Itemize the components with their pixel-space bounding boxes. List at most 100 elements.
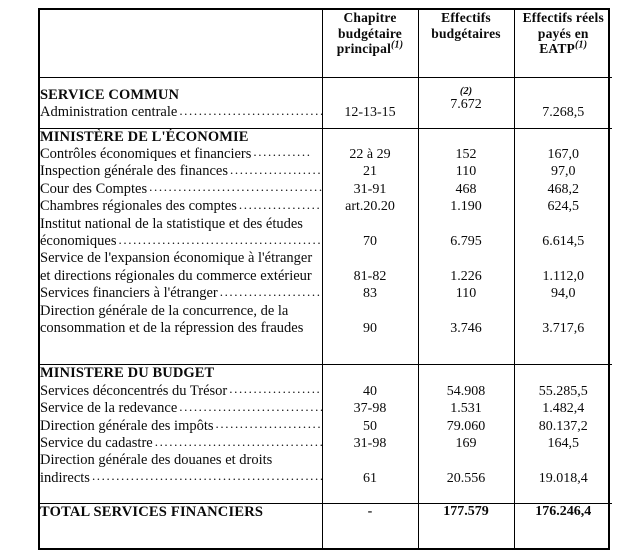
header-chapitre-budgetaire-principal: Chapitre budgétaire principal(1) — [321, 10, 419, 78]
leader-dots: ............ — [253, 144, 312, 160]
row-label-text: et directions régionales du commerce ext… — [40, 267, 312, 284]
row-label-administration-centrale: Administration centrale ................… — [40, 103, 322, 121]
leader-dots: ................. — [238, 196, 322, 212]
spacer-row — [419, 216, 514, 233]
spacer-row — [419, 250, 514, 267]
leader-dots: ........................................… — [91, 468, 322, 484]
spacer-row — [515, 216, 613, 233]
value-chapitre-chambres-regionales: art.20.20 — [345, 199, 395, 215]
value-chapitre-service-redevance: 37-98 — [353, 401, 387, 417]
spacer-row — [419, 302, 514, 319]
leader-dots: ......................... — [215, 416, 322, 432]
value-chapitre-services-deconcentres-tresor: 40 — [363, 383, 377, 399]
value-budgetaires-chambres-regionales: 1.190 — [450, 199, 482, 215]
spacer-row — [323, 302, 418, 319]
value-budgetaires-services-financiers-etranger: 110 — [455, 286, 477, 302]
value-chapitre-cour-des-comptes: 31-91 — [353, 181, 387, 197]
spacer-row — [323, 129, 418, 146]
section-chapitre-ministere-budget: 40 37-98 50 31-98 61 — [321, 364, 419, 504]
value-chapitre-administration-centrale: 12-13-15 — [344, 105, 396, 121]
header-effectifs-reels-eatp: Effectifs réels payés en EATP(1) — [513, 10, 612, 78]
row-label-inspection-generale-finances: Inspection générale des finances .......… — [40, 161, 322, 180]
row-label-services-deconcentres-tresor: Services déconcentrés du Trésor ........… — [40, 381, 322, 400]
row-label-text: Direction générale des impôts — [40, 417, 214, 434]
header-label-column — [40, 10, 323, 78]
value-chapitre-direction-concurrence: 90 — [363, 320, 377, 336]
leader-dots: .................... — [229, 381, 322, 397]
row-label-services-financiers-etranger: Services financiers à l'étranger .......… — [40, 284, 322, 302]
value-chapitre-controles-economiques: 22 à 29 — [349, 146, 391, 162]
value-budgetaires-service-expansion: 1.226 — [450, 268, 482, 284]
value-budgetaires-inspection-generale: 110 — [455, 164, 477, 180]
row-label-controles-economiques: Contrôles économiques et financiers ....… — [40, 144, 322, 163]
header-effectifs-reels-line1: Effectifs réels — [522, 10, 604, 25]
total-chapitre: - — [321, 503, 419, 548]
section-row-ministere-budget: MINISTERE DU BUDGET Services déconcentré… — [40, 364, 613, 504]
row-label-text: Chambres régionales des comptes — [40, 198, 237, 215]
row-label-text: Contrôles économiques et financiers — [40, 145, 252, 162]
value-chapitre-service-expansion: 81-82 — [353, 268, 387, 284]
row-label-text: Administration centrale — [40, 104, 178, 121]
value-reels-direction-douanes: 19.018,4 — [538, 470, 588, 486]
value-reels-services-financiers-etranger: 94,0 — [551, 286, 576, 302]
header-chapitre-text: Chapitre budgétaire principal — [336, 10, 402, 56]
header-effectifs-reels-line2: payés en — [537, 25, 589, 41]
spacer-row — [419, 129, 514, 146]
value-budgetaires-service-redevance: 1.531 — [450, 401, 482, 417]
row-label-text: Services déconcentrés du Trésor — [40, 382, 228, 399]
row-label-text: consommation et de la répression des fra… — [40, 320, 304, 337]
header-effectifs-budgetaires-text: Effectifs budgétaires — [431, 10, 501, 41]
value-reels-administration-centrale: 7.268,5 — [542, 105, 585, 121]
section-labels-service-commun: SERVICE COMMUN Administration centrale .… — [40, 77, 323, 129]
total-label: TOTAL SERVICES FINANCIERS — [40, 503, 323, 548]
value-reels-inspection-generale: 97,0 — [551, 164, 576, 180]
section-budgetaires-service-commun: (2) 7.672 — [417, 77, 515, 129]
spacer-row — [515, 302, 613, 319]
row-label-direction-concurrence-line1: Direction générale de la concurrence, de… — [40, 302, 289, 319]
row-label-cour-des-comptes: Cour des Comptes .......................… — [40, 179, 322, 198]
spacer-row — [419, 452, 514, 469]
footnote-marker-2: (2) — [459, 86, 473, 97]
header-effectifs-budgetaires: Effectifs budgétaires — [417, 10, 515, 78]
section-row-ministere-economie: MINISTÈRE DE L'ÉCONOMIE Contrôles économ… — [40, 127, 613, 366]
row-label-chambres-regionales-comptes: Chambres régionales des comptes ........… — [40, 196, 322, 215]
value-budgetaires-service-cadastre: 169 — [455, 435, 477, 451]
value-reels-institut-national: 6.614,5 — [542, 233, 585, 249]
value-chapitre-institut-national: 70 — [363, 233, 377, 249]
value-chapitre-service-cadastre: 31-98 — [353, 435, 387, 451]
section-chapitre-service-commun: 12-13-15 — [321, 77, 419, 129]
total-row: TOTAL SERVICES FINANCIERS - 177.579 176.… — [40, 503, 612, 548]
row-label-text: Cour des Comptes — [40, 180, 148, 197]
row-label-text: Inspection générale des finances — [40, 163, 229, 180]
row-label-text: indirects — [40, 469, 90, 486]
spacer-row — [323, 216, 418, 233]
section-reels-service-commun: 7.268,5 — [513, 77, 612, 129]
section-row-service-commun: SERVICE COMMUN Administration centrale .… — [40, 77, 612, 129]
section-budgetaires-ministere-budget: 54.908 1.531 79.060 169 20.556 — [417, 364, 515, 504]
header-chapitre-footnote-marker: (1) — [391, 39, 404, 51]
row-label-direction-douanes: indirects ..............................… — [40, 468, 322, 487]
leader-dots: .................... — [230, 161, 322, 177]
spacer-row — [515, 129, 613, 146]
row-label-direction-generale-impots: Direction générale des impôts ..........… — [40, 416, 322, 435]
financial-table-page: Chapitre budgétaire principal(1) Effecti… — [38, 8, 613, 550]
value-reels-direction-concurrence: 3.717,6 — [542, 320, 585, 336]
section-reels-ministere-economie: 167,0 97,0 468,2 624,5 6.614,5 1.112,0 9… — [513, 127, 613, 366]
value-reels-services-deconcentres-tresor: 55.285,5 — [538, 383, 588, 399]
value-chapitre-direction-generale-impots: 50 — [363, 418, 377, 434]
row-label-direction-douanes-line1: Direction générale des douanes et droits — [40, 452, 273, 469]
spacer-row — [323, 87, 418, 104]
value-reels-service-expansion: 1.112,0 — [542, 268, 584, 284]
value-reels-direction-generale-impots: 80.137,2 — [538, 418, 588, 434]
row-label-service-expansion: et directions régionales du commerce ext… — [40, 268, 322, 285]
spacer-row — [515, 365, 613, 382]
table-header-row: Chapitre budgétaire principal(1) Effecti… — [40, 10, 612, 78]
total-reels: 176.246,4 — [513, 503, 612, 548]
value-reels-chambres-regionales: 624,5 — [547, 199, 580, 215]
value-budgetaires-administration-centrale: 7.672 — [450, 97, 482, 112]
section-title-ministere-economie: MINISTÈRE DE L'ÉCONOMIE — [40, 128, 249, 145]
row-label-text: économiques — [40, 233, 117, 249]
header-eatp-footnote-marker: (1) — [575, 39, 588, 51]
leader-dots: ................................... — [179, 398, 321, 414]
value-budgetaires-services-deconcentres-tresor: 54.908 — [446, 383, 486, 399]
